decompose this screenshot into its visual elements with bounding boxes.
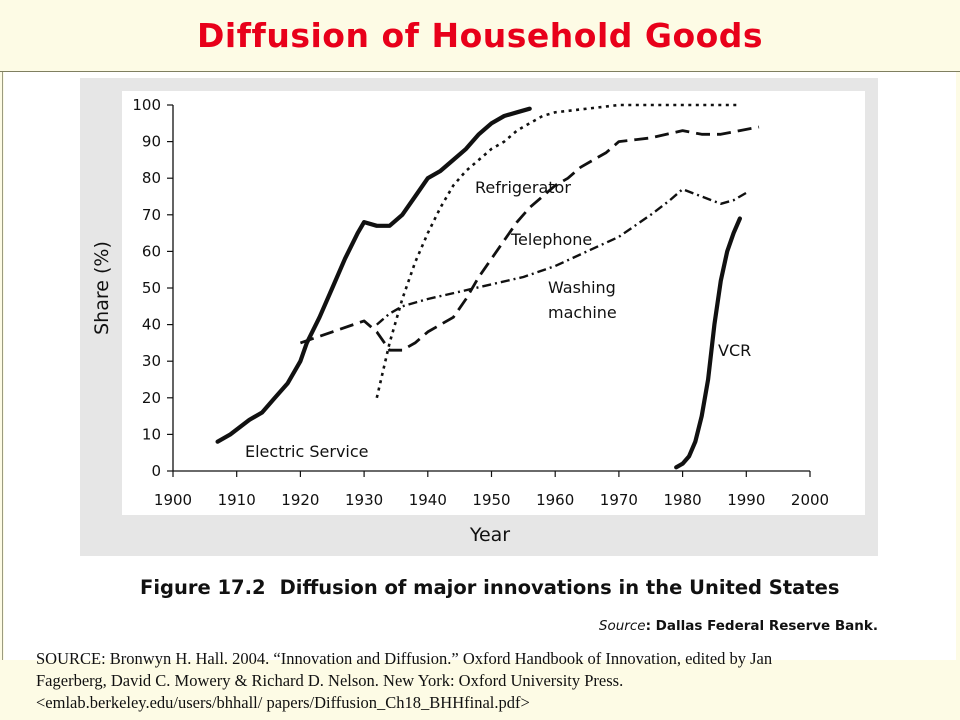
x-tick-label: 2000 bbox=[791, 491, 829, 509]
x-tick-label: 1960 bbox=[536, 491, 574, 509]
series-line-vcr bbox=[674, 216, 743, 470]
x-tick-label: 1920 bbox=[281, 491, 319, 509]
plot-area bbox=[122, 91, 865, 515]
series-label-electric-service: Electric Service bbox=[245, 442, 369, 461]
series-label-telephone: Telephone bbox=[510, 230, 592, 249]
slide-title: Diffusion of Household Goods bbox=[196, 16, 764, 55]
y-axis-title: Share (%) bbox=[91, 241, 113, 335]
figure-caption-text: Diffusion of major innovations in the Un… bbox=[279, 576, 840, 599]
figure-source: Source: Dallas Federal Reserve Bank. bbox=[599, 618, 878, 634]
title-divider bbox=[0, 71, 960, 72]
figure-number: Figure 17.2 bbox=[140, 576, 266, 599]
y-tick-label: 60 bbox=[142, 242, 161, 260]
series-line-washing-machine bbox=[376, 187, 747, 326]
series-line-refrigerator bbox=[375, 103, 740, 399]
x-tick-label: 1980 bbox=[664, 491, 702, 509]
y-tick-label: 100 bbox=[132, 96, 161, 114]
x-axis-title: Year bbox=[469, 524, 510, 546]
series-label-washing-machine: machine bbox=[548, 303, 617, 322]
y-tick-label: 70 bbox=[142, 206, 161, 224]
y-tick-label: 90 bbox=[142, 133, 161, 151]
y-tick-label: 50 bbox=[142, 279, 161, 297]
x-tick-label: 1940 bbox=[409, 491, 447, 509]
citation-band bbox=[0, 660, 960, 720]
series-line-electric-service bbox=[215, 106, 532, 444]
x-tick-label: 1970 bbox=[600, 491, 638, 509]
series-label-vcr: VCR bbox=[718, 341, 751, 360]
x-tick-label: 1990 bbox=[727, 491, 765, 509]
y-tick-label: 80 bbox=[142, 169, 161, 187]
y-tick-label: 10 bbox=[142, 425, 161, 443]
chart-axes: 1900 1910 1920 1930 1940 1950 1960 1970 1980 1990… bbox=[132, 96, 829, 509]
citation-line-1: SOURCE: Bronwyn H. Hall. 2004. “Innovati… bbox=[36, 649, 773, 668]
left-border bbox=[2, 72, 3, 662]
source-text: : Dallas Federal Reserve Bank. bbox=[645, 618, 878, 634]
citation-link[interactable]: <emlab.berkeley.edu/users/bhhall/ papers… bbox=[36, 693, 530, 712]
x-tick-label: 1930 bbox=[345, 491, 383, 509]
figure-caption: Figure 17.2 Diffusion of major innovation… bbox=[140, 576, 839, 599]
source-label: Source bbox=[598, 618, 646, 634]
citation-line-2: Fagerberg, David C. Mowery & Richard D. … bbox=[36, 671, 624, 690]
x-tick-label: 1950 bbox=[472, 491, 510, 509]
series-label-washing-machine: Washing bbox=[548, 278, 616, 297]
y-tick-label: 0 bbox=[151, 462, 161, 480]
y-tick-label: 40 bbox=[142, 316, 161, 334]
chart-series bbox=[215, 103, 760, 470]
x-tick-label: 1910 bbox=[218, 491, 256, 509]
chart-series-labels: Electric Service Refrigerator Telephone Was… bbox=[245, 178, 751, 461]
citation: SOURCE: Bronwyn H. Hall. 2004. “Innovati… bbox=[36, 648, 936, 714]
y-tick-label: 30 bbox=[142, 352, 161, 370]
y-tick-label: 20 bbox=[142, 389, 161, 407]
series-line-telephone bbox=[299, 125, 760, 352]
x-tick-label: 1900 bbox=[154, 491, 192, 509]
series-label-refrigerator: Refrigerator bbox=[475, 178, 571, 197]
